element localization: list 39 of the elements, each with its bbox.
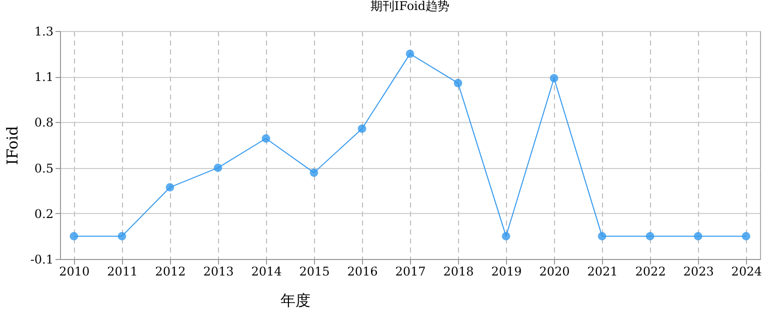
x-tick-label: 2018	[443, 264, 474, 278]
point	[502, 232, 510, 240]
y-axis-title: IFoid	[3, 126, 22, 165]
point	[166, 183, 174, 192]
y-tick-label: -0.1	[30, 252, 54, 266]
point	[742, 232, 750, 240]
point	[358, 124, 366, 133]
x-axis-title: 年度	[280, 292, 310, 310]
chart-title: 期刊IFoid趋势	[370, 0, 450, 13]
y-tick-label: 1.3	[34, 24, 54, 38]
x-tick-label: 2016	[347, 264, 378, 278]
point	[694, 232, 702, 240]
x-tick-label: 2021	[587, 264, 618, 278]
point	[598, 232, 606, 240]
point	[550, 74, 558, 82]
point	[262, 134, 270, 143]
x-tick-label: 2010	[59, 264, 90, 278]
point	[406, 50, 414, 58]
x-tick-label: 2023	[683, 264, 714, 278]
x-tick-label: 2015	[299, 264, 330, 278]
point	[646, 232, 654, 240]
point	[70, 232, 78, 240]
x-tick-label: 2013	[203, 264, 234, 278]
point	[454, 78, 462, 88]
x-tick-label: 2014	[251, 264, 282, 278]
y-tick-label: 0.2	[34, 206, 54, 221]
point	[118, 232, 126, 240]
x-tick-label: 2012	[155, 264, 186, 278]
x-tick-label: 2019	[491, 264, 522, 278]
x-tick-label: 2017	[395, 264, 426, 278]
y-tick-label: 0.5	[34, 161, 54, 176]
x-tick-label: 2011	[107, 264, 138, 278]
x-tick-label: 2024	[731, 264, 762, 278]
x-tick-label: 2022	[635, 264, 666, 278]
point	[214, 164, 222, 172]
y-tick-label: 1.1	[34, 70, 54, 84]
y-tick-label: 0.8	[34, 116, 54, 130]
x-tick-label: 2020	[539, 264, 570, 278]
point	[310, 168, 318, 177]
